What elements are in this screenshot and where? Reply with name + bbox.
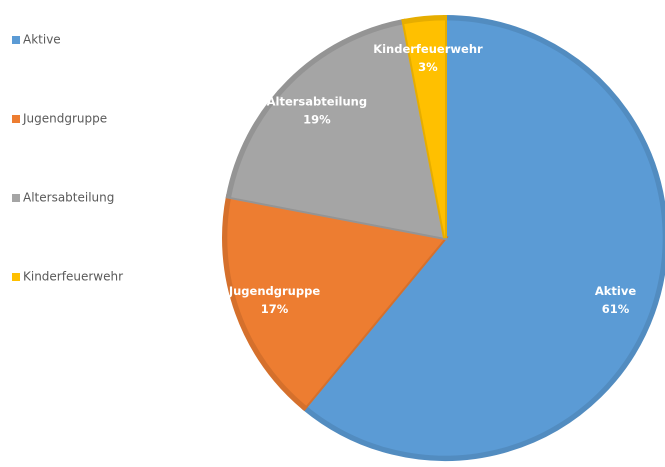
pie-slice-fill bbox=[227, 197, 445, 406]
data-label-name: Kinderfeuerwehr bbox=[373, 42, 483, 56]
data-label-value: 19% bbox=[303, 112, 331, 126]
legend-label: Kinderfeuerwehr bbox=[23, 270, 123, 284]
data-label-value: 17% bbox=[261, 302, 289, 316]
data-label-value: 61% bbox=[602, 302, 630, 316]
legend-swatch bbox=[12, 273, 20, 281]
legend-swatch bbox=[12, 115, 20, 123]
data-label-name: Aktive bbox=[595, 284, 636, 298]
legend-label: Aktive bbox=[23, 33, 61, 47]
data-label-name: Altersabteilung bbox=[267, 94, 367, 108]
legend-swatch bbox=[12, 36, 20, 44]
legend-label: Altersabteilung bbox=[23, 191, 114, 205]
data-label-value: 3% bbox=[418, 60, 438, 74]
data-label-name: Jugendgruppe bbox=[228, 284, 320, 298]
legend-label: Jugendgruppe bbox=[22, 112, 107, 126]
legend-swatch bbox=[12, 194, 20, 202]
pie-slice-fill bbox=[404, 20, 445, 239]
pie-slice-fill bbox=[231, 24, 445, 239]
pie-slice-fill bbox=[306, 20, 663, 456]
